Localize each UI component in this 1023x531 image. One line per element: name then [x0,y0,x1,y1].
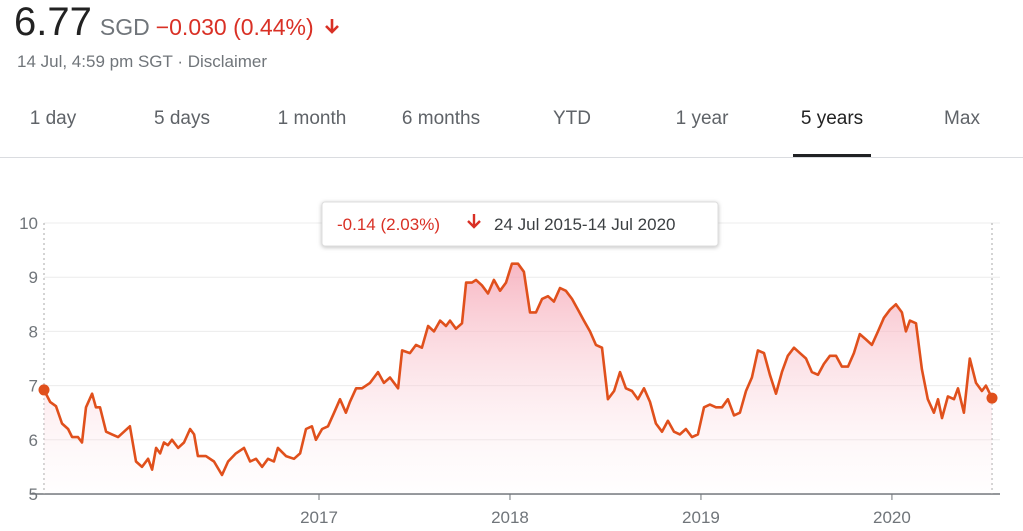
range-tab[interactable]: 1 day [29,108,77,129]
range-label: 24 Jul 2015-14 Jul 2020 [494,215,675,234]
range-tab[interactable]: 1 month [277,108,347,129]
selected-underline [793,154,871,157]
x-tick-label: 2020 [873,508,911,527]
range-tab[interactable]: 6 months [401,108,481,129]
y-tick-label: 8 [29,322,38,341]
chart: 56789102017201820192020 -0.14 (2.03%) 24… [19,201,1000,527]
end-point [38,384,50,396]
down-arrow [325,19,339,34]
range-tab[interactable]: 1 year [675,108,729,129]
x-tick-label: 2019 [682,508,720,527]
x-tick-label: 2017 [300,508,338,527]
price-change: −0.030 (0.44%) [155,14,314,40]
range-tabs: 1 day 5 days 1 month 6 months YTD 1 year 5 yea… [0,100,1023,158]
quote-header: 6.77 SGD −0.030 (0.44%) [14,0,342,45]
down-arrow [467,214,481,229]
change-label: -0.14 (2.03%) [337,215,440,234]
area [44,263,992,494]
price: 6.77 [14,0,92,44]
end-point [986,392,998,404]
y-tick-label: 10 [19,214,38,233]
currency: SGD [99,14,150,40]
range-tab[interactable]: Max [944,108,980,129]
y-tick-label: 6 [29,431,38,450]
range-tab[interactable]: YTD [553,108,591,129]
price-line [42,262,994,477]
range-tab[interactable]: 5 days [154,108,210,129]
timestamp: 14 Jul, 4:59 pm SGT · Disclaimer [17,52,268,71]
y-tick-label: 7 [29,377,38,396]
tooltip-box [321,201,719,247]
y-tick-label: 9 [29,268,38,287]
range-tab[interactable]: 5 years [800,108,864,129]
x-tick-label: 2018 [491,508,529,527]
